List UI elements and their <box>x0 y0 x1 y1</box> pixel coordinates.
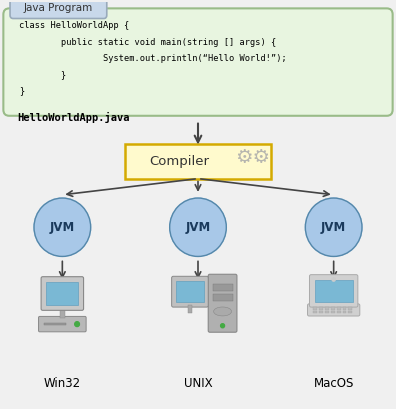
Text: MacOS: MacOS <box>314 377 354 390</box>
Text: ⚙⚙: ⚙⚙ <box>236 148 270 167</box>
Bar <box>188 306 192 313</box>
Bar <box>319 308 323 310</box>
Bar <box>59 309 65 318</box>
FancyBboxPatch shape <box>308 304 360 316</box>
Text: JVM: JVM <box>185 221 211 234</box>
Bar <box>325 308 329 310</box>
Bar <box>337 311 341 313</box>
Circle shape <box>41 205 84 249</box>
Text: Compiler: Compiler <box>149 155 209 168</box>
Bar <box>348 308 352 310</box>
Bar <box>325 311 329 313</box>
FancyBboxPatch shape <box>171 276 208 307</box>
Text: }: } <box>19 86 24 95</box>
Text: HelloWorldApp.java: HelloWorldApp.java <box>17 112 129 124</box>
Bar <box>46 282 78 305</box>
FancyBboxPatch shape <box>38 317 86 332</box>
Bar <box>44 323 66 326</box>
Circle shape <box>170 198 226 256</box>
Circle shape <box>332 278 335 281</box>
Bar <box>213 294 232 301</box>
Bar <box>313 311 317 313</box>
FancyBboxPatch shape <box>3 8 393 116</box>
FancyBboxPatch shape <box>125 144 271 179</box>
Bar <box>213 284 232 291</box>
Circle shape <box>75 322 80 326</box>
Text: public static void main(string [] args) {: public static void main(string [] args) … <box>19 38 276 47</box>
Bar <box>314 280 353 302</box>
Text: JVM: JVM <box>50 221 75 234</box>
Circle shape <box>312 205 355 249</box>
Text: System.out.println(“Hello World!”);: System.out.println(“Hello World!”); <box>19 54 287 63</box>
Ellipse shape <box>213 307 232 316</box>
Text: JVM: JVM <box>321 221 346 234</box>
Text: }: } <box>19 70 67 79</box>
FancyBboxPatch shape <box>41 277 84 310</box>
Bar <box>337 308 341 310</box>
Circle shape <box>34 198 91 256</box>
FancyBboxPatch shape <box>10 0 107 18</box>
Text: class HelloWorldApp {: class HelloWorldApp { <box>19 21 129 30</box>
FancyBboxPatch shape <box>310 275 358 307</box>
Bar <box>331 311 335 313</box>
Bar <box>343 308 346 310</box>
FancyBboxPatch shape <box>208 274 237 332</box>
Text: Win32: Win32 <box>44 377 81 390</box>
Bar <box>331 308 335 310</box>
Text: Java Program: Java Program <box>24 2 93 13</box>
Bar <box>176 281 204 302</box>
Circle shape <box>177 205 219 249</box>
Bar <box>348 311 352 313</box>
Bar <box>319 311 323 313</box>
Circle shape <box>305 198 362 256</box>
Text: UNIX: UNIX <box>184 377 212 390</box>
Circle shape <box>221 324 225 328</box>
Bar <box>313 308 317 310</box>
Bar <box>343 311 346 313</box>
